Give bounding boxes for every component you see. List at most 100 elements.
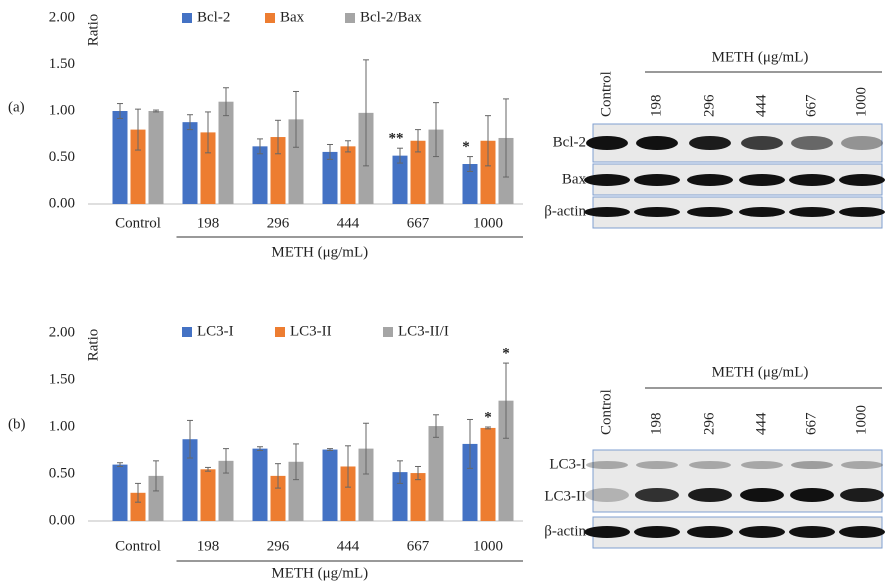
error-bar [415, 129, 421, 153]
blot-band [739, 526, 785, 538]
legend-label: LC3-I [197, 323, 234, 339]
bar [498, 400, 514, 521]
significance-label: ** [389, 131, 404, 147]
error-bar [153, 109, 159, 113]
blot-band [741, 136, 783, 150]
blot-band [689, 136, 731, 150]
error-bar [223, 448, 229, 474]
blot-band [636, 136, 678, 150]
legend-swatch [275, 327, 285, 337]
blot-band [687, 207, 733, 217]
error-bar [467, 418, 473, 469]
blot-band [635, 488, 679, 502]
lane-label: 444 [753, 94, 769, 117]
blot-band [586, 461, 628, 469]
bar [428, 426, 444, 521]
legend-label: LC3-II/I [398, 323, 449, 339]
error-bar [485, 115, 491, 167]
error-bar [293, 90, 299, 148]
y-tick-label: 1.50 [49, 371, 75, 387]
blot-header: METH (μg/mL) [712, 49, 809, 65]
significance-label: * [462, 139, 470, 155]
bar [148, 111, 164, 204]
bar [322, 449, 338, 521]
blot-box [592, 449, 883, 513]
blot-band [839, 526, 885, 538]
error-bar [293, 443, 299, 481]
bar [218, 460, 234, 521]
x-tick-label: 296 [267, 215, 290, 231]
y-tick-label: 1.00 [49, 102, 75, 118]
error-bar [205, 466, 211, 472]
bar [358, 448, 374, 521]
error-bar [433, 102, 439, 158]
lane-label: 198 [648, 95, 664, 118]
error-bar [205, 111, 211, 154]
x-tick-label: 1000 [473, 538, 503, 554]
lane-label: 444 [753, 412, 769, 435]
bar [410, 140, 426, 204]
x-axis-title: METH (μg/mL) [271, 244, 368, 260]
x-tick-label: 667 [407, 538, 430, 554]
blot-band [841, 461, 883, 469]
blot-header: METH (μg/mL) [712, 364, 809, 380]
x-tick-label: 198 [197, 215, 220, 231]
blot-band [634, 526, 680, 538]
y-tick-label: 0.00 [49, 195, 75, 211]
significance-label: * [484, 409, 492, 425]
bar [480, 140, 496, 204]
error-bar [345, 445, 351, 488]
x-tick-label: 667 [407, 215, 430, 231]
legend-label: Bcl-2/Bax [360, 9, 422, 25]
y-axis-title: Ratio [85, 14, 101, 47]
bar [200, 469, 216, 521]
x-tick-label: 444 [337, 215, 360, 231]
error-bar [223, 87, 229, 117]
bar [252, 146, 268, 204]
bar [462, 164, 478, 204]
error-bar [327, 448, 333, 451]
blot-row-label: LC3-I [549, 456, 586, 472]
error-bar [117, 462, 123, 467]
panel-label: (a) [8, 99, 25, 115]
blot-band [689, 461, 731, 469]
blot-band [740, 488, 784, 502]
x-tick-label: Control [115, 215, 161, 231]
y-tick-label: 0.50 [49, 149, 75, 165]
blot-band [741, 461, 783, 469]
error-bar [187, 419, 193, 459]
blot-band [839, 174, 885, 186]
legend-swatch [383, 327, 393, 337]
error-bar [135, 482, 141, 503]
blot-band [688, 488, 732, 502]
blot-band [584, 174, 630, 186]
blot-band [634, 207, 680, 217]
legend-swatch [265, 13, 275, 23]
bar [462, 443, 478, 521]
error-bar [327, 143, 333, 160]
bar [218, 101, 234, 204]
bar [270, 137, 286, 204]
bar [340, 146, 356, 204]
error-bar [363, 422, 369, 475]
lane-label: 198 [648, 413, 664, 436]
panel-label: (b) [8, 416, 26, 432]
lane-label: 667 [803, 412, 819, 435]
blot-band [584, 526, 630, 538]
lane-label: 296 [701, 412, 717, 435]
lane-label: 1000 [853, 405, 869, 435]
error-bar [345, 140, 351, 153]
x-tick-label: 444 [337, 538, 360, 554]
error-bar [363, 59, 369, 167]
blot-row-label: Bcl-2 [553, 134, 586, 150]
x-axis-title: METH (μg/mL) [271, 565, 368, 581]
legend-label: Bax [280, 9, 305, 25]
blot-row-label: β-actin [544, 523, 586, 539]
y-tick-label: 2.00 [49, 9, 75, 25]
bar [112, 111, 128, 204]
blot-row-label: LC3-II [544, 488, 586, 504]
lane-label: 667 [803, 94, 819, 117]
y-tick-label: 0.50 [49, 465, 75, 481]
bar [270, 475, 286, 521]
